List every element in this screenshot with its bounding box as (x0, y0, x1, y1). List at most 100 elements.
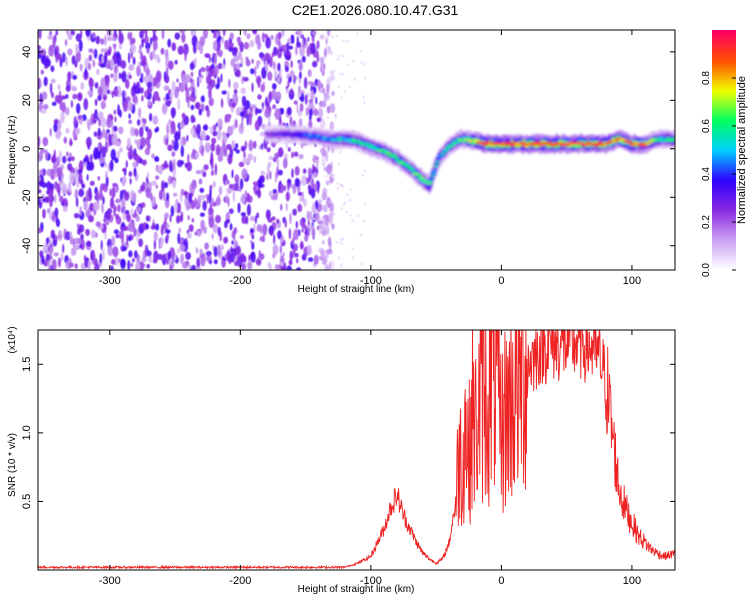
heatmap-cell (300, 93, 305, 103)
heatmap-cell (67, 163, 73, 171)
heatmap-cell (75, 33, 82, 42)
heatmap-cell (49, 198, 53, 208)
heatmap-cell (267, 161, 272, 168)
heatmap-cell (203, 164, 209, 171)
heatmap-cell (277, 230, 282, 240)
heatmap-cell (276, 218, 280, 224)
figure-title: C2E1.2026.080.10.47.G31 (292, 2, 459, 18)
colorbar-cell (712, 30, 736, 33)
heatmap-cell (309, 210, 313, 222)
colorbar-cell (712, 122, 736, 125)
heatmap-cell (102, 248, 105, 261)
heatmap-cell (134, 209, 137, 217)
heatmap-cell (101, 201, 104, 214)
heatmap-cell (357, 214, 360, 217)
heatmap-cell (318, 107, 324, 119)
heatmap-cell (315, 96, 318, 105)
heatmap-cell (433, 164, 439, 168)
heatmap-cell (329, 244, 332, 248)
heatmap-cell (520, 141, 526, 145)
heatmap-cell (214, 163, 218, 176)
heatmap-cell (95, 35, 101, 45)
colorbar-cell (712, 72, 736, 75)
colorbar-cell (712, 178, 736, 181)
heatmap-cell (68, 262, 74, 268)
colorbar-cell (712, 132, 736, 135)
heatmap-cell (284, 55, 291, 60)
heatmap-cell (245, 190, 247, 196)
heatmap-cell (363, 169, 366, 173)
heatmap-cell (70, 247, 77, 256)
heatmap-cell (294, 166, 300, 176)
colorbar-cell (712, 198, 736, 201)
heatmap-cell (75, 43, 79, 54)
heatmap-cell (155, 223, 160, 231)
heatmap-cell (231, 140, 236, 149)
colorbar-cell (712, 58, 736, 61)
heatmap-cell (153, 80, 156, 87)
heatmap-cell (224, 39, 230, 50)
heatmap-cell (323, 48, 327, 58)
heatmap-cell (247, 261, 253, 270)
colorbar-cell (712, 252, 736, 255)
heatmap-cell (178, 227, 181, 234)
heatmap-cell (198, 69, 201, 78)
heatmap-cell (286, 88, 290, 94)
heatmap-cell (179, 137, 184, 148)
heatmap-cell (105, 59, 112, 70)
heatmap-cell (233, 227, 238, 234)
heatmap-cell (356, 32, 359, 35)
heatmap-cell (40, 48, 47, 57)
heatmap-cell (246, 114, 249, 126)
heatmap-cell (210, 143, 216, 152)
heatmap-cell (261, 32, 265, 43)
heatmap-cell (283, 157, 288, 169)
colorbar-cell (712, 242, 736, 245)
heatmap-cell (74, 244, 81, 251)
heatmap-cell (160, 47, 165, 55)
heatmap-cell (115, 213, 120, 220)
heatmap-cell (72, 93, 78, 100)
heatmap-cell (53, 119, 59, 125)
heatmap-cell (55, 215, 59, 226)
heatmap-cell (419, 176, 426, 180)
heatmap-cell (313, 154, 316, 163)
heatmap-cell (336, 58, 340, 61)
heatmap-cell (443, 149, 449, 153)
heatmap-cell (283, 185, 286, 192)
heatmap-cell (284, 65, 289, 73)
heatmap-cell (172, 192, 178, 197)
heatmap-cell (340, 96, 344, 99)
heatmap-cell (67, 157, 72, 162)
heatmap-cell (101, 128, 106, 139)
heatmap-cell (229, 147, 234, 159)
heatmap-cell (190, 71, 194, 78)
heatmap-cell (73, 116, 78, 124)
heatmap-cell (132, 57, 136, 65)
heatmap-cell (93, 131, 97, 137)
heatmap-cell (187, 96, 190, 109)
colorbar-cell (712, 248, 736, 251)
heatmap-cell (230, 58, 236, 67)
colorbar-cell (712, 44, 736, 47)
heatmap-cell (253, 140, 257, 149)
heatmap-cell (75, 127, 81, 135)
heatmap-cell (336, 182, 340, 185)
heatmap-cell (117, 54, 120, 66)
heatmap-cell (205, 105, 209, 112)
heatmap-cell (121, 221, 125, 228)
heatmap-cell (296, 258, 299, 264)
heatmap-cell (271, 89, 277, 100)
heatmap-cell (267, 71, 273, 81)
heatmap-cell (153, 54, 160, 61)
heatmap-cell (257, 178, 262, 189)
heatmap-cell (254, 66, 257, 77)
colorbar-cell (712, 134, 736, 137)
spectrogram-y-axis-label: Frequency (Hz) (7, 116, 18, 185)
heatmap-cell (271, 52, 275, 58)
heatmap-cell (111, 90, 114, 99)
heatmap-cell (122, 100, 128, 113)
heatmap-cell (293, 151, 299, 157)
y-tick-label: 0.5 (21, 494, 33, 509)
heatmap-cell (221, 244, 224, 251)
